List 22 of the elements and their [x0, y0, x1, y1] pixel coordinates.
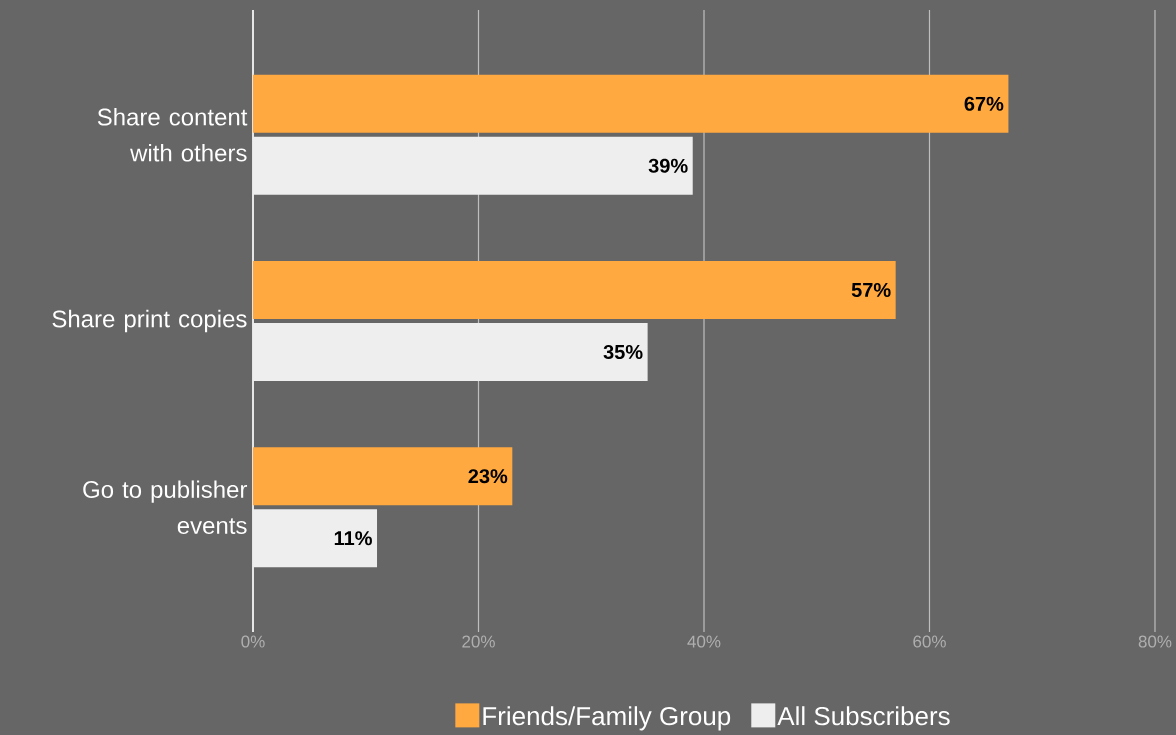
bar — [253, 74, 1009, 133]
bar — [253, 136, 693, 195]
x-tick-label: 0% — [241, 635, 265, 648]
data-label: 11% — [334, 531, 372, 546]
legend-label: All Subscribers — [777, 706, 950, 726]
data-label: 67% — [964, 96, 1004, 111]
bar — [253, 260, 896, 319]
x-tick-label: 60% — [913, 635, 946, 648]
x-tick-label: 40% — [687, 635, 721, 648]
bar — [253, 322, 648, 381]
x-tick-label: 80% — [1138, 635, 1172, 648]
bar — [253, 509, 378, 568]
y-tick-label: Share content with others — [97, 107, 248, 162]
data-label: 39% — [648, 158, 688, 173]
bar — [253, 447, 513, 506]
data-label: 57% — [851, 282, 891, 298]
y-tick-label: Share print copies — [52, 309, 247, 333]
y-tick-label: Go to publisher events — [83, 480, 248, 535]
data-label: 23% — [468, 469, 508, 484]
data-label: 35% — [603, 344, 643, 360]
x-tick-label: 20% — [462, 635, 495, 648]
legend-label: Friends/Family Group — [483, 706, 731, 731]
